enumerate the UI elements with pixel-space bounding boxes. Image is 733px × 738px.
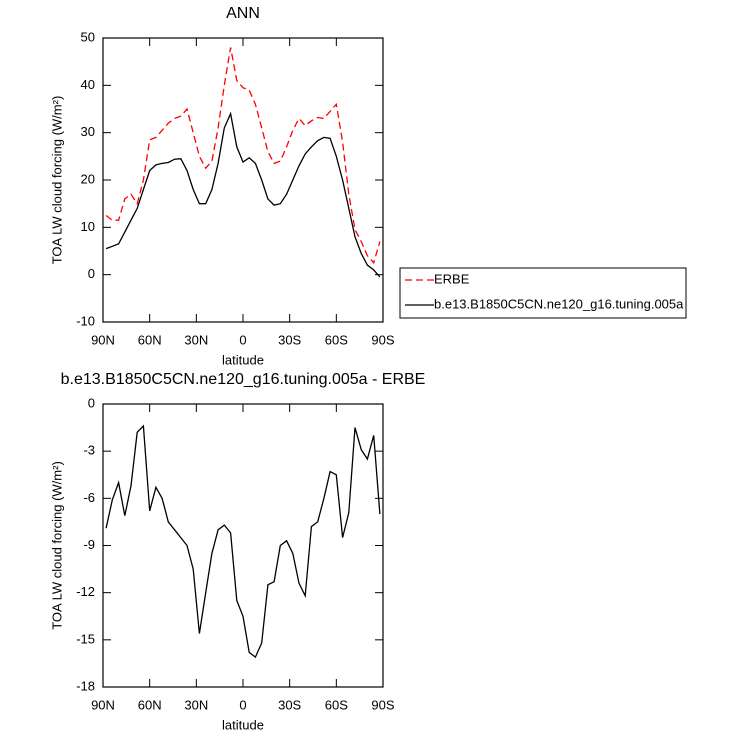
y-tick-label: 40 xyxy=(81,77,95,92)
y-tick-label: -18 xyxy=(76,678,95,693)
y-tick-label: 50 xyxy=(81,29,95,44)
x-tick-label: 90N xyxy=(91,697,115,712)
x-tick-label: 90S xyxy=(371,697,394,712)
y-tick-label: 0 xyxy=(88,266,95,281)
plot-frame xyxy=(102,403,384,688)
x-tick-label: 0 xyxy=(239,697,246,712)
x-axis-label: latitude xyxy=(222,352,264,367)
x-tick-label: 90S xyxy=(371,332,394,347)
legend-box xyxy=(399,267,687,319)
x-axis-label: latitude xyxy=(222,717,264,732)
y-tick-label: -10 xyxy=(76,313,95,328)
y-tick-label: -15 xyxy=(76,631,95,646)
y-tick-label: 30 xyxy=(81,124,95,139)
x-tick-label: 60S xyxy=(325,332,348,347)
x-tick-label: 90N xyxy=(91,332,115,347)
x-tick-label: 30N xyxy=(184,332,208,347)
y-tick-label: -12 xyxy=(76,584,95,599)
y-tick-label: -6 xyxy=(83,490,95,505)
x-tick-label: 30S xyxy=(278,697,301,712)
x-tick-label: 0 xyxy=(239,332,246,347)
data-line xyxy=(105,111,381,278)
y-axis-label: TOA LW cloud forcing (W/m²) xyxy=(49,461,64,630)
legend-label: ERBE xyxy=(434,271,470,286)
x-tick-label: 60N xyxy=(138,697,162,712)
data-line xyxy=(105,424,381,659)
x-tick-label: 60N xyxy=(138,332,162,347)
chart-title: ANN xyxy=(226,5,260,22)
y-tick-label: 20 xyxy=(81,171,95,186)
legend-label: b.e13.B1850C5CN.ne120_g16.tuning.005a xyxy=(434,296,684,311)
data-line xyxy=(105,47,381,265)
x-tick-label: 30S xyxy=(278,332,301,347)
y-tick-label: -9 xyxy=(83,537,95,552)
x-tick-label: 60S xyxy=(325,697,348,712)
chart-title: b.e13.B1850C5CN.ne120_g16.tuning.005a - … xyxy=(61,371,426,388)
plot-frame xyxy=(102,37,384,323)
y-tick-label: 10 xyxy=(81,219,95,234)
x-tick-label: 30N xyxy=(184,697,208,712)
y-tick-label: 0 xyxy=(88,395,95,410)
y-tick-label: -3 xyxy=(83,443,95,458)
y-axis-label: TOA LW cloud forcing (W/m²) xyxy=(49,96,64,265)
